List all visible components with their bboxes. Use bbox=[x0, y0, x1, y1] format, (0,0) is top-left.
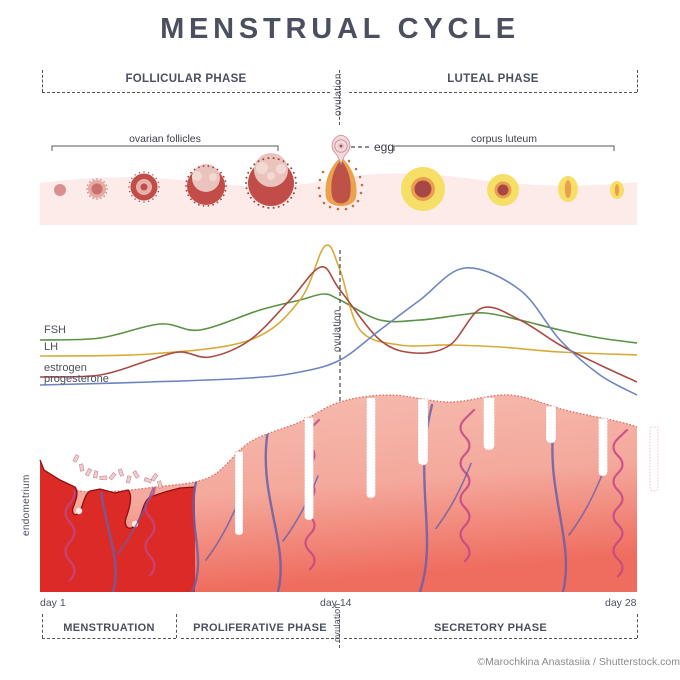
svg-text:FSH: FSH bbox=[44, 324, 66, 336]
svg-text:corpus luteum: corpus luteum bbox=[471, 133, 537, 145]
svg-text:egg: egg bbox=[374, 140, 394, 154]
svg-text:progesterone: progesterone bbox=[44, 373, 109, 385]
svg-text:ovarian follicles: ovarian follicles bbox=[129, 133, 201, 145]
svg-text:LH: LH bbox=[44, 341, 58, 353]
